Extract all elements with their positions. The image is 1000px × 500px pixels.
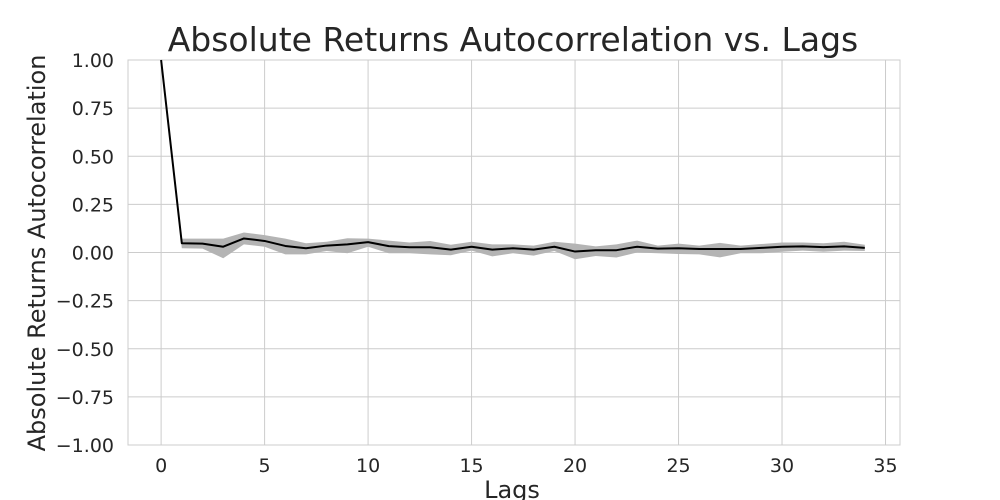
x-tick-label: 0 (155, 455, 167, 477)
y-tick-label: −1.00 (56, 435, 114, 457)
y-tick-label: −0.75 (56, 387, 114, 409)
y-tick-label: 0.75 (72, 98, 114, 120)
x-tick-label: 10 (356, 455, 380, 477)
x-tick-label: 5 (259, 455, 271, 477)
chart-title: Absolute Returns Autocorrelation vs. Lag… (168, 20, 859, 59)
plot-frame (127, 59, 901, 446)
y-tick-label: 0.00 (72, 243, 114, 265)
x-tick-labels: 0 5 10 15 20 25 30 35 (155, 455, 898, 477)
confidence-band (161, 60, 865, 260)
x-tick-label: 20 (563, 455, 587, 477)
x-tick-label: 30 (770, 455, 794, 477)
x-tick-label: 15 (459, 455, 483, 477)
x-axis-label: Lags (484, 476, 540, 500)
series-lines (160, 59, 865, 253)
series-line (160, 59, 865, 253)
y-tick-label: −0.25 (56, 291, 114, 313)
y-tick-label: −0.50 (56, 339, 114, 361)
y-tick-label: 0.25 (72, 194, 114, 216)
x-tick-label: 25 (666, 455, 690, 477)
y-tick-label: 0.50 (72, 146, 114, 168)
y-tick-label: 1.00 (72, 50, 114, 72)
y-tick-labels: 1.00 0.75 0.50 0.25 0.00 −0.25 −0.50 −0.75 −1.00 (56, 50, 114, 457)
y-axis-label: Absolute Returns Autocorrelation (23, 55, 51, 452)
x-tick-label: 35 (873, 455, 897, 477)
